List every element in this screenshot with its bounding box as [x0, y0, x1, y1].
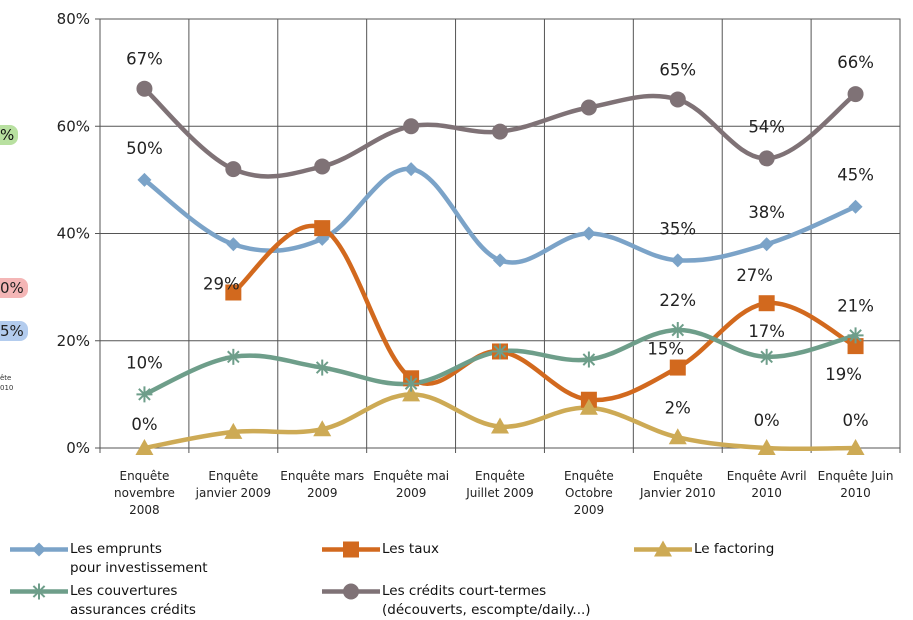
x-tick-label: Enquête Juillet 2009: [465, 469, 534, 500]
series-4-point: [669, 91, 686, 108]
series-4-point: [580, 99, 597, 116]
series-3-point: [492, 343, 508, 360]
data-label: 15%: [647, 340, 684, 359]
data-label: 0%: [842, 411, 868, 430]
x-tick-label: Enquête novembre 2008: [114, 469, 175, 517]
series-0-point: [848, 199, 863, 214]
series-2-point: [402, 385, 421, 402]
series-4-point: [403, 118, 420, 135]
series-1-point: [758, 295, 775, 312]
series-2-point: [135, 439, 154, 455]
series-1-point: [314, 220, 331, 237]
y-axis-tick-labels: 0% 20% 40% 60% 80%: [57, 10, 90, 457]
series-2-point: [313, 420, 332, 437]
series-4-point: [136, 80, 153, 97]
x-tick-label: Enquête Avril 2010: [727, 469, 807, 500]
series-0-point: [404, 162, 419, 177]
series-2-point: [668, 428, 687, 445]
series-2-point: [579, 398, 598, 415]
x-tick-label: Enquête Octobre 2009: [564, 469, 614, 517]
data-label: 29%: [203, 274, 240, 293]
series-4-point: [492, 123, 508, 140]
series-3-point: [580, 351, 597, 368]
clipped-left-label-2: 0%: [0, 278, 28, 298]
series-4-point: [847, 86, 864, 103]
clipped-left-label-1: %: [0, 125, 19, 145]
series-line-0: [142, 166, 858, 265]
series-4-point: [758, 150, 775, 167]
data-label: 66%: [837, 53, 874, 72]
x-tick-label: Enquête Janvier 2010: [639, 469, 716, 500]
data-label: 45%: [837, 166, 874, 185]
series-3-point: [758, 348, 775, 365]
x-tick-label: Enquête Juin 2010: [818, 469, 894, 500]
data-label: 21%: [837, 296, 874, 315]
data-label: 17%: [748, 322, 785, 341]
series-2-point: [757, 439, 776, 455]
series-0-point: [670, 253, 685, 268]
series-4-point: [225, 161, 242, 178]
x-tick-label: Enquête mai 2009: [373, 469, 449, 500]
data-label: 27%: [736, 266, 773, 285]
data-label: 0%: [131, 415, 157, 434]
series-3-point: [225, 348, 242, 365]
x-tick-label: Enquête mars 2009: [280, 469, 364, 500]
series-3-point: [403, 375, 420, 392]
series-3-point: [669, 322, 686, 339]
y-tick-label: 80%: [57, 10, 90, 28]
series-0-point: [226, 237, 241, 252]
series-0-point: [581, 226, 596, 241]
data-label: 10%: [126, 353, 163, 372]
x-axis-tick-labels: Enquête novembre 2008 Enquête janvier 2009 En…: [114, 469, 893, 517]
series-0-point: [493, 253, 507, 268]
data-labels: 50% 35% 38% 45% 29% 15% 27% 19% 0% 2% 0% 0% 10% 22% 17…: [126, 50, 874, 434]
data-label: 67%: [126, 50, 163, 69]
x-tick-label: Enquête janvier 2009: [195, 469, 271, 500]
series-1-point: [669, 359, 686, 376]
series-2-point: [846, 439, 865, 455]
series-0-point: [137, 172, 152, 187]
data-label: 22%: [659, 291, 696, 310]
series-3-point: [314, 359, 331, 376]
series-3-point: [136, 386, 153, 403]
series-1-point: [847, 338, 864, 355]
series-markers: [135, 80, 865, 455]
data-label: 38%: [748, 203, 785, 222]
clipped-left-label-5: 010: [0, 384, 14, 392]
y-tick-label: 60%: [57, 117, 90, 135]
clipped-left-label-4: ête: [0, 374, 12, 382]
data-label: 54%: [748, 117, 785, 136]
series-2-point: [491, 417, 509, 434]
y-tick-label: 20%: [57, 332, 90, 350]
data-label: 35%: [659, 219, 696, 238]
series-3-point: [847, 327, 864, 344]
y-tick-label: 0%: [66, 439, 90, 457]
data-label: 19%: [825, 365, 862, 384]
series-2-point: [224, 422, 243, 439]
series-4-point: [314, 158, 331, 175]
data-label: 65%: [659, 60, 696, 79]
series-1-point: [225, 284, 242, 301]
y-tick-label: 40%: [57, 225, 90, 243]
data-label: 2%: [665, 398, 691, 417]
data-label: 50%: [126, 139, 163, 158]
series-0-point: [759, 237, 774, 252]
clipped-left-label-3: 5%: [0, 321, 28, 341]
data-label: 0%: [754, 411, 780, 430]
